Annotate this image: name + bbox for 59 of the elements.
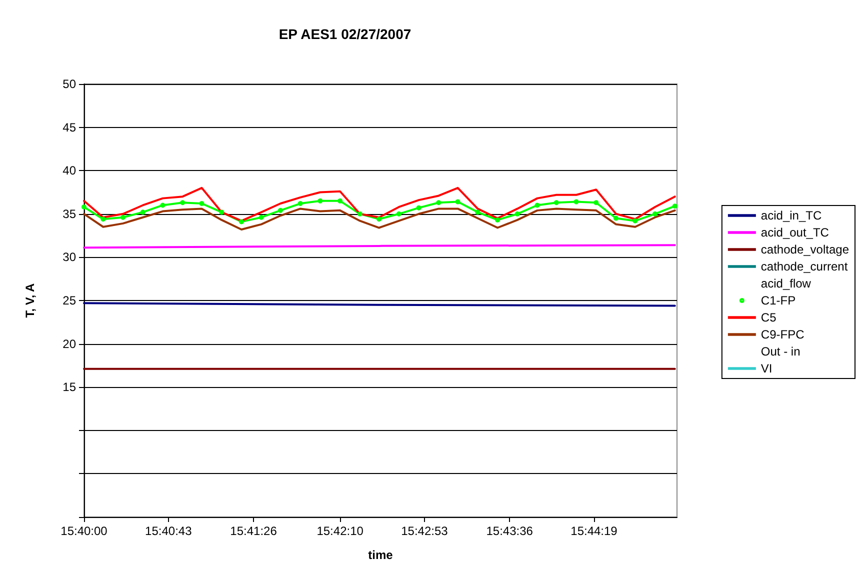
point (514, 211, 520, 216)
legend-label: VI (760, 362, 772, 376)
point (82, 204, 86, 210)
point (180, 200, 186, 206)
legend-label: cathode_current (760, 260, 848, 274)
legend-label: C9-FPC (760, 328, 805, 342)
legend-label: cathode_voltage (760, 242, 850, 256)
x-tick-label: 15:42:10 (316, 524, 364, 538)
point (475, 210, 480, 215)
chart-title: EP AES1 02/27/2007 (278, 26, 412, 42)
point (594, 200, 599, 206)
point (219, 210, 224, 215)
point (652, 211, 658, 216)
point (554, 200, 559, 206)
point (495, 217, 500, 222)
y-tick-label: 50 (62, 77, 76, 91)
y-tick-label: 15 (62, 380, 76, 394)
point (455, 199, 460, 204)
point (614, 216, 618, 221)
point (416, 205, 422, 210)
point (140, 210, 146, 215)
legend-label: acid_in_TC (760, 208, 822, 222)
x-tick-label: 15:41:26 (230, 524, 278, 538)
point (574, 199, 579, 204)
point (298, 201, 303, 206)
point (318, 198, 323, 204)
point (632, 218, 638, 224)
point (199, 201, 204, 206)
x-tick-label: 15:40:43 (145, 524, 192, 538)
legend-label: acid_out_TC (760, 226, 830, 240)
point (672, 204, 678, 209)
x-tick-label: 15:42:53 (401, 524, 448, 538)
point (376, 216, 382, 222)
point (436, 200, 442, 206)
text: Out - in (760, 344, 800, 358)
x-tick-label: 15:43:36 (486, 524, 534, 538)
y-tick-label: 40 (62, 164, 76, 178)
x-tick-label: 15:40:00 (60, 524, 108, 538)
point (357, 211, 362, 216)
point (396, 211, 402, 216)
point (258, 214, 264, 220)
y-tick-label: 35 (62, 206, 76, 221)
x-tick-label: 15:44:19 (570, 524, 618, 538)
legend-label: C1-FP (760, 294, 796, 308)
y-tick-label: 25 (62, 294, 76, 308)
y-axis-title: T, V, A (23, 282, 37, 318)
x-axis-title: time (368, 548, 394, 562)
y-tick-label: 30 (62, 250, 76, 264)
point (534, 202, 540, 208)
point (238, 219, 244, 224)
point (278, 208, 283, 213)
point (160, 202, 166, 208)
point (100, 216, 106, 222)
y-tick-label: 20 (62, 336, 76, 351)
point (120, 214, 126, 220)
y-tick-label: 45 (62, 120, 76, 134)
legend-label: C5 (760, 310, 777, 324)
text: acid_flow (760, 276, 812, 290)
point (338, 198, 343, 204)
